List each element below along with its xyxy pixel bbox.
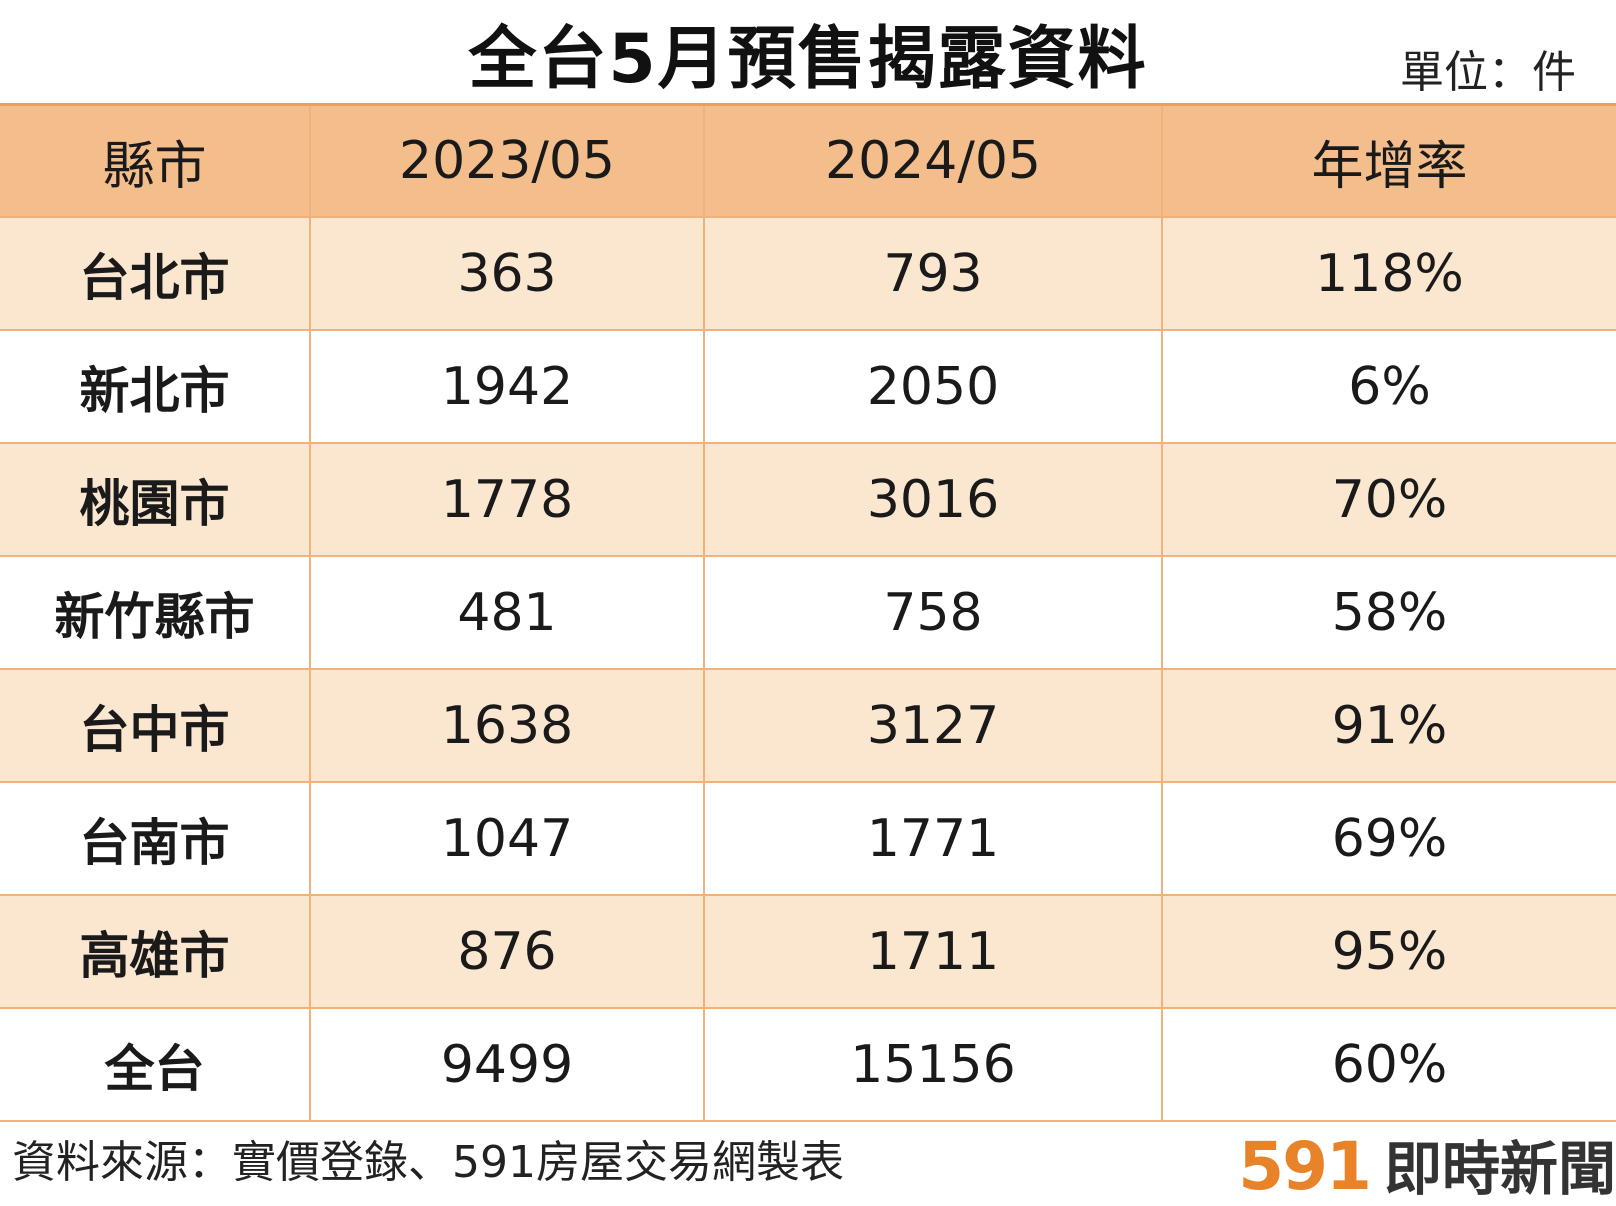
table-row: 新北市 1942 2050 6%: [0, 330, 1616, 444]
brand-logo: 591 即時新聞: [1238, 1122, 1616, 1205]
cell-region: 全台: [0, 1008, 311, 1122]
header-region: 縣市: [0, 104, 311, 218]
cell-growth: 60%: [1162, 1008, 1616, 1122]
table-title: 全台5月預售揭露資料: [468, 20, 1148, 99]
table-row: 台中市 1638 3127 91%: [0, 669, 1616, 783]
cell-growth: 58%: [1162, 556, 1616, 670]
header-growth: 年增率: [1162, 104, 1616, 218]
cell-growth: 70%: [1162, 443, 1616, 557]
cell-region: 新北市: [0, 330, 311, 444]
cell-region: 台北市: [0, 217, 311, 331]
cell-2024: 793: [704, 217, 1163, 331]
source-note: 資料來源：實價登錄、591房屋交易網製表: [12, 1137, 844, 1188]
cell-2023: 363: [310, 217, 705, 331]
data-table: 縣市 2023/05 2024/05 年增率 台北市 363 793 118% 新北市 1…: [0, 103, 1616, 1122]
cell-region: 桃園市: [0, 443, 311, 557]
cell-2023: 1638: [310, 669, 705, 783]
cell-2024: 3016: [704, 443, 1163, 557]
cell-growth: 91%: [1162, 669, 1616, 783]
header-row: 縣市 2023/05 2024/05 年增率: [0, 104, 1616, 218]
cell-region: 新竹縣市: [0, 556, 311, 670]
table-header: 縣市 2023/05 2024/05 年增率: [0, 104, 1616, 218]
cell-2024: 2050: [704, 330, 1163, 444]
cell-2023: 1778: [310, 443, 705, 557]
header-2023: 2023/05: [310, 104, 705, 218]
table-row: 台南市 1047 1771 69%: [0, 782, 1616, 896]
cell-growth: 6%: [1162, 330, 1616, 444]
cell-growth: 118%: [1162, 217, 1616, 331]
cell-2023: 876: [310, 895, 705, 1009]
table-body: 台北市 363 793 118% 新北市 1942 2050 6% 桃園市 1778 3016 70%…: [0, 217, 1616, 1122]
cell-region: 台中市: [0, 669, 311, 783]
cell-region: 台南市: [0, 782, 311, 896]
cell-2024: 758: [704, 556, 1163, 670]
table-row: 全台 9499 15156 60%: [0, 1008, 1616, 1122]
cell-growth: 69%: [1162, 782, 1616, 896]
cell-region: 高雄市: [0, 895, 311, 1009]
table-row: 台北市 363 793 118%: [0, 217, 1616, 331]
brand-text: 即時新聞: [1383, 1135, 1616, 1203]
brand-number: 591: [1238, 1128, 1372, 1205]
table-row: 高雄市 876 1711 95%: [0, 895, 1616, 1009]
cell-2024: 1771: [704, 782, 1163, 896]
cell-growth: 95%: [1162, 895, 1616, 1009]
header-2024: 2024/05: [704, 104, 1163, 218]
unit-label: 單位：件: [1400, 47, 1576, 98]
cell-2023: 1047: [310, 782, 705, 896]
cell-2024: 15156: [704, 1008, 1163, 1122]
table-row: 新竹縣市 481 758 58%: [0, 556, 1616, 670]
cell-2023: 481: [310, 556, 705, 670]
table-row: 桃園市 1778 3016 70%: [0, 443, 1616, 557]
cell-2024: 3127: [704, 669, 1163, 783]
cell-2023: 9499: [310, 1008, 705, 1122]
cell-2024: 1711: [704, 895, 1163, 1009]
cell-2023: 1942: [310, 330, 705, 444]
